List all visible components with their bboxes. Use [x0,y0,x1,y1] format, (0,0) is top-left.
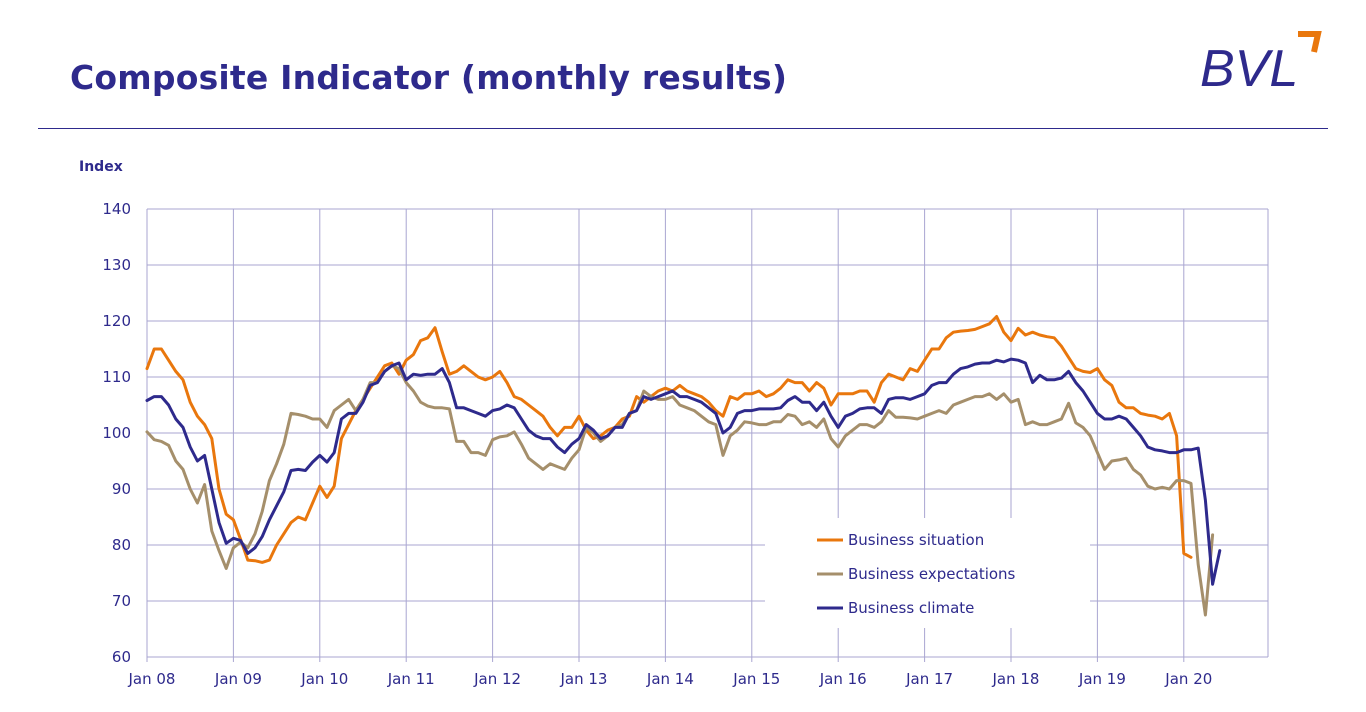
x-tick-label: Jan 16 [819,670,867,688]
page-title: Composite Indicator (monthly results) [70,58,788,97]
legend-label: Business expectations [848,565,1016,583]
x-tick-label: Jan 09 [214,670,262,688]
y-tick-label: 120 [102,312,131,330]
x-tick-label: Jan 10 [300,670,348,688]
y-tick-label: 130 [102,256,131,274]
bvl-logo-graphic: BVL [1200,31,1322,98]
chart-series [145,315,1222,617]
y-axis-label: Index [79,159,123,175]
x-tick-label: Jan 15 [732,670,780,688]
chart-grid [146,208,1269,662]
x-tick-label: Jan 19 [1078,670,1126,688]
y-tick-label: 70 [112,592,131,610]
chart-legend: Business situation Business expectations B… [765,518,1090,628]
title-divider [38,128,1328,129]
series-line-business-situation [145,315,1193,564]
x-tick-label: Jan 11 [387,670,435,688]
y-tick-label: 90 [112,480,131,498]
y-tick-label: 110 [102,368,131,386]
logo-accent-icon [1298,31,1322,53]
series-line-business-expectations [145,364,1215,617]
series-line-business-climate [145,357,1222,586]
x-tick-label: Jan 17 [905,670,953,688]
y-tick-label: 140 [102,200,131,218]
y-tick-label: 60 [112,648,131,666]
bvl-logo: BVL [1198,28,1328,98]
y-tick-label: 100 [102,424,131,442]
y-axis-ticks: 60 70 80 90 100 110 120 130 140 [102,200,131,666]
x-tick-label: Jan 14 [646,670,694,688]
legend-label: Business climate [848,599,974,617]
legend-label: Business situation [848,531,984,549]
x-tick-label: Jan 20 [1164,670,1212,688]
x-tick-label: Jan 18 [992,670,1040,688]
x-axis-ticks: Jan 08 Jan 09 Jan 10 Jan 11 Jan 12 Jan 13 Jan … [128,670,1213,688]
x-tick-label: Jan 08 [128,670,176,688]
logo-text: BVL [1200,40,1298,98]
y-tick-label: 80 [112,536,131,554]
x-tick-label: Jan 12 [473,670,521,688]
x-tick-label: Jan 13 [560,670,608,688]
